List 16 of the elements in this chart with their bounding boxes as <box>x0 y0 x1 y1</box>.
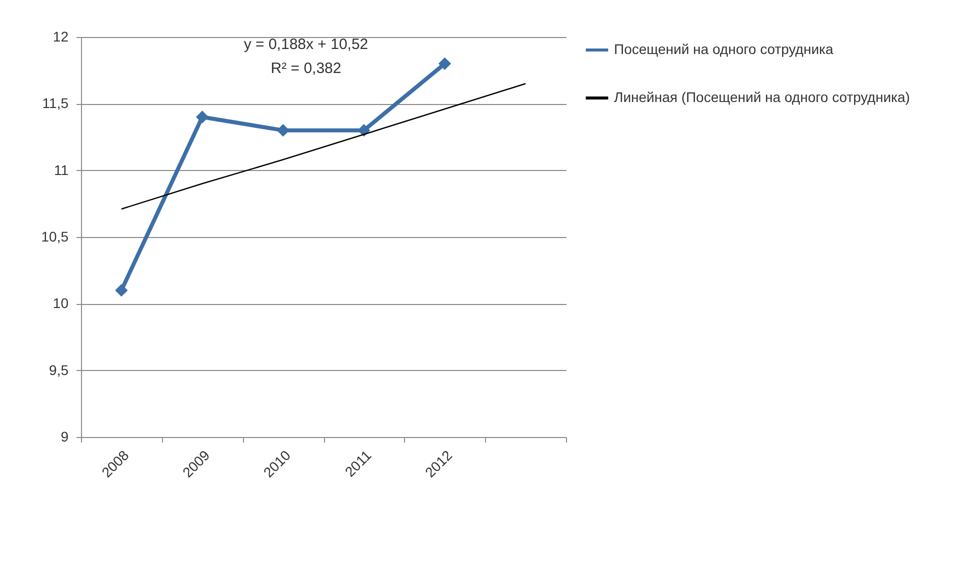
y-tick-label: 11,5 <box>42 95 69 112</box>
y-tick-label: 9 <box>60 428 69 444</box>
line-series <box>120 83 526 210</box>
annotation: y = 0,188x + 10,52 <box>244 36 368 53</box>
y-tick-label: 10,5 <box>41 228 69 244</box>
y-tick-label: 11 <box>54 162 69 178</box>
legend-label: Линейная (Посещений на одного сотрудника) <box>614 89 910 105</box>
point <box>196 110 209 124</box>
y-tick-label: 10 <box>52 295 69 312</box>
point <box>438 57 452 70</box>
point <box>276 124 290 137</box>
legend-label: Посещений на одного сотрудника <box>614 41 834 57</box>
point <box>115 284 128 297</box>
annotation: R² = 0,382 <box>270 60 342 77</box>
y-tick-label: 12 <box>52 28 69 44</box>
y-tick-label: 9,5 <box>49 362 69 378</box>
